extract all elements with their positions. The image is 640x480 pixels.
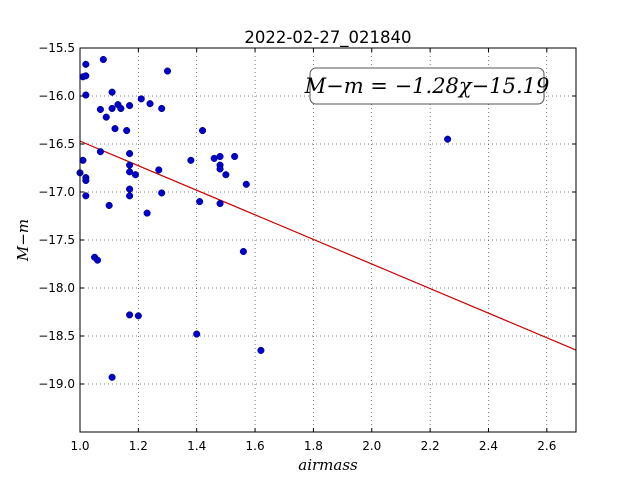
data-point: [123, 127, 131, 135]
data-point: [99, 55, 107, 64]
y-tick-label: −15.5: [38, 41, 75, 55]
x-tick-label: 1.8: [304, 439, 323, 453]
fit-line-layer: [79, 140, 577, 351]
y-tick-label: −19.0: [38, 377, 75, 391]
y-tick-label: −16.5: [38, 137, 75, 151]
data-point: [158, 104, 166, 113]
data-point: [137, 95, 145, 103]
annotation-box: [309, 67, 545, 105]
data-point: [134, 312, 142, 320]
data-point: [242, 180, 250, 188]
data-point: [187, 156, 195, 164]
chart-title: 2022-02-27_021840: [244, 28, 411, 48]
grid-lines: [79, 47, 576, 432]
y-tick-labels: −15.5 −16.0 −16.5 −17.0 −17.5 −18.0 −18.5 −19.0: [38, 41, 75, 391]
data-points: [76, 55, 452, 381]
x-tick-label: 2.0: [362, 439, 381, 453]
data-point: [102, 113, 110, 121]
data-point: [117, 104, 125, 113]
fit-equation: M−m = −1.28χ−15.19: [304, 74, 550, 98]
data-point: [126, 102, 134, 110]
data-point: [444, 135, 452, 143]
data-point: [108, 104, 116, 113]
x-tick-label: 2.4: [479, 439, 498, 453]
fit-annotation: M−m = −1.28χ−15.19: [304, 67, 550, 105]
x-tick-label: 2.6: [537, 439, 556, 453]
data-point: [126, 168, 134, 176]
data-point: [257, 346, 265, 354]
data-point: [82, 91, 90, 99]
fit-line: [79, 140, 577, 351]
data-point: [155, 166, 163, 174]
data-point: [108, 88, 116, 96]
data-point: [131, 171, 139, 179]
data-point: [96, 105, 104, 113]
data-point: [126, 311, 134, 319]
data-point: [82, 60, 90, 68]
data-point: [126, 185, 134, 193]
data-point: [239, 247, 247, 256]
y-tick-label: −16.0: [38, 89, 75, 103]
x-tick-label: 2.2: [421, 439, 440, 453]
data-point: [79, 156, 87, 164]
x-tick-label: 1.0: [70, 439, 89, 453]
data-point: [82, 176, 90, 185]
data-point: [193, 330, 201, 338]
data-point: [163, 67, 172, 75]
data-point: [196, 198, 204, 206]
data-point: [231, 152, 239, 161]
data-point: [111, 125, 119, 133]
data-point: [216, 165, 224, 173]
data-point: [93, 256, 102, 264]
data-point: [126, 192, 134, 200]
data-point: [222, 171, 230, 179]
y-tick-label: −17.5: [38, 233, 75, 247]
data-point: [82, 192, 90, 200]
data-point: [143, 209, 151, 217]
y-axis-label: M−m: [14, 219, 32, 262]
data-point: [198, 127, 207, 135]
data-point: [126, 150, 134, 158]
data-point: [126, 161, 134, 169]
data-point: [216, 199, 224, 208]
axis-ticks: [79, 47, 576, 432]
y-tick-label: −17.0: [38, 185, 75, 199]
data-point: [216, 152, 224, 161]
y-tick-label: −18.5: [38, 329, 75, 343]
data-point: [105, 201, 113, 209]
x-tick-labels: 1.0 1.2 1.4 1.6 1.8 2.0 2.2 2.4 2.6: [70, 439, 556, 453]
x-tick-label: 1.6: [246, 439, 265, 453]
data-point: [96, 148, 104, 156]
y-tick-label: −18.0: [38, 281, 75, 295]
data-point: [158, 189, 166, 197]
x-tick-label: 1.2: [129, 439, 148, 453]
x-axis-label: airmass: [298, 456, 358, 474]
data-point: [146, 100, 154, 108]
x-tick-label: 1.4: [187, 439, 206, 453]
data-point: [82, 72, 90, 80]
data-point: [108, 373, 116, 381]
